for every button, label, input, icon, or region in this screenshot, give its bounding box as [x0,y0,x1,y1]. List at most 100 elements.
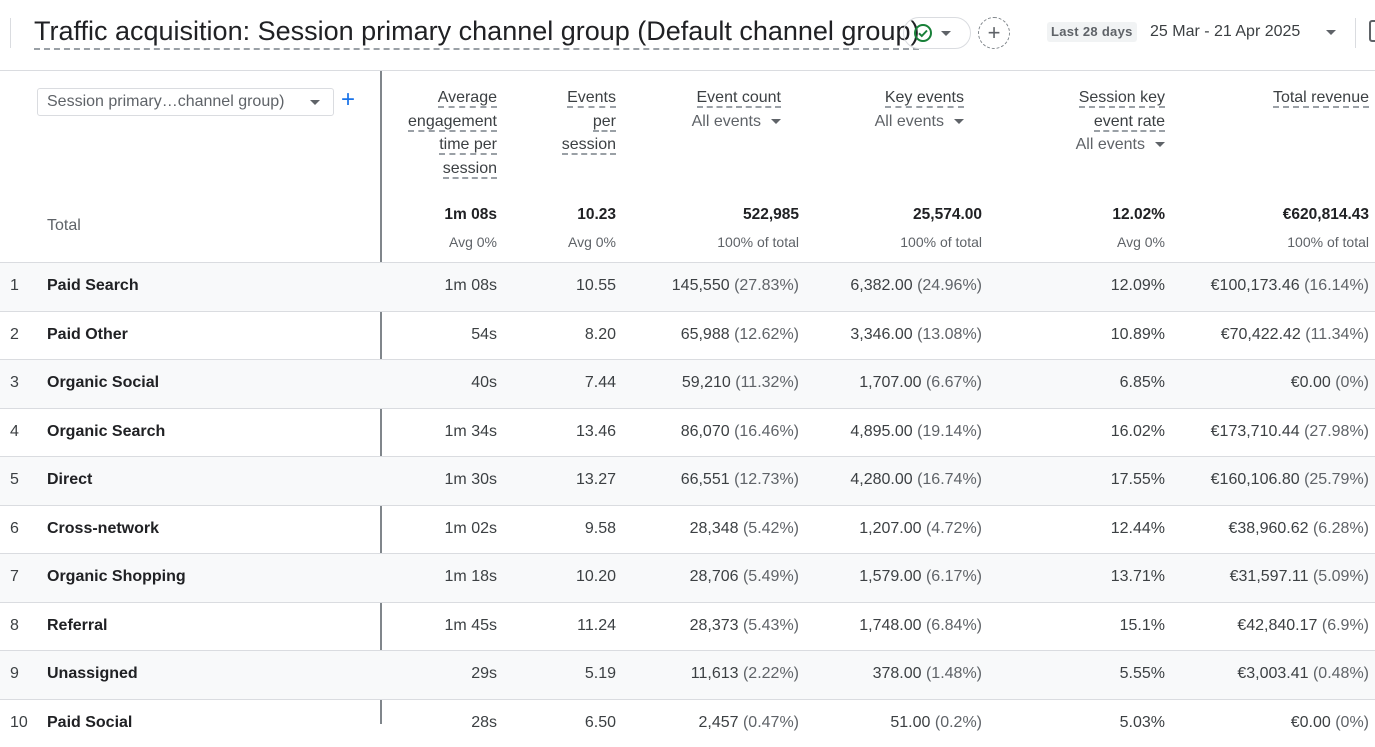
cell-avg-engagement: 1m 34s [445,423,497,441]
cell-total-revenue: €38,960.62 (6.28%) [1228,520,1369,538]
channel-name[interactable]: Referral [47,617,107,635]
channel-name[interactable]: Cross-network [47,520,159,538]
cell-avg-engagement: 40s [471,374,497,392]
chevron-down-icon[interactable] [1326,30,1336,35]
cell-avg-engagement: 28s [471,714,497,732]
row-index: 5 [10,471,19,489]
chevron-down-icon [954,119,964,124]
channel-name[interactable]: Direct [47,471,92,489]
table-row[interactable]: 10 Paid Social 28s 6.50 2,457 (0.47%) 51… [0,699,1375,747]
row-index: 7 [10,568,19,586]
cell-key-events: 1,579.00 (6.17%) [859,568,982,586]
report-status-button[interactable] [903,17,971,49]
cell-total-revenue: €173,710.44 (27.98%) [1211,423,1369,441]
channel-name[interactable]: Organic Search [47,423,165,441]
cell-events-per-session: 10.20 [576,568,616,586]
channel-name[interactable]: Organic Shopping [47,568,186,586]
plus-icon: + [988,22,1001,44]
add-dimension-button[interactable]: + [341,87,355,113]
cell-events-per-session: 11.24 [577,617,616,635]
cell-avg-engagement: 1m 18s [445,568,497,586]
dimension-select-label: Session primary…channel group) [47,93,284,110]
table-row[interactable]: 2 Paid Other 54s 8.20 65,988 (12.62%) 3,… [0,311,1375,360]
cell-event-count: 86,070 (16.46%) [681,423,799,441]
cell-key-events: 3,346.00 (13.08%) [850,326,982,344]
total-subtext: 100% of total [717,234,799,250]
table-row[interactable]: 8 Referral 1m 45s 11.24 28,373 (5.43%) 1… [0,602,1375,651]
table-body: 1 Paid Search 1m 08s 10.55 145,550 (27.8… [0,262,1375,747]
channel-name[interactable]: Paid Search [47,277,139,295]
channel-name[interactable]: Paid Other [47,326,128,344]
column-header-avg-engagement-time[interactable]: Average engagement time per session [408,86,497,180]
table-row[interactable]: 7 Organic Shopping 1m 18s 10.20 28,706 (… [0,553,1375,602]
table-row[interactable]: 6 Cross-network 1m 02s 9.58 28,348 (5.42… [0,505,1375,554]
report-title[interactable]: Traffic acquisition: Session primary cha… [34,15,919,50]
row-index: 10 [10,714,28,732]
table-row[interactable]: 5 Direct 1m 30s 13.27 66,551 (12.73%) 4,… [0,456,1375,505]
cell-event-count: 11,613 (2.22%) [691,665,799,683]
table-row[interactable]: 4 Organic Search 1m 34s 13.46 86,070 (16… [0,408,1375,457]
cell-key-event-rate: 12.09% [1111,277,1165,295]
chevron-down-icon [310,100,320,105]
cell-events-per-session: 13.27 [576,471,616,489]
add-comparison-button[interactable]: + [978,17,1010,49]
column-header-session-key-event-rate[interactable]: Session key event rate All events [1076,86,1165,157]
table-row[interactable]: 3 Organic Social 40s 7.44 59,210 (11.32%… [0,359,1375,408]
cell-key-event-rate: 5.55% [1120,665,1165,683]
cell-key-event-rate: 16.02% [1111,423,1165,441]
cell-events-per-session: 6.50 [585,714,616,732]
cell-total-revenue: €42,840.17 (6.9%) [1237,617,1369,635]
cell-key-events: 1,748.00 (6.84%) [859,617,982,635]
column-header-events-per-session[interactable]: Events per session [562,86,616,157]
report-header: Traffic acquisition: Session primary cha… [0,0,1375,71]
cell-total-revenue: €0.00 (0%) [1291,374,1369,392]
cell-avg-engagement: 1m 02s [445,520,497,538]
cell-total-revenue: €0.00 (0%) [1291,714,1369,732]
channel-name[interactable]: Organic Social [47,374,159,392]
cell-key-events: 1,707.00 (6.67%) [859,374,982,392]
total-subtext: Avg 0% [1117,234,1165,250]
row-index: 1 [10,277,19,295]
total-subtext: 100% of total [900,234,982,250]
cell-total-revenue: €100,173.46 (16.14%) [1211,277,1369,295]
chevron-down-icon [1155,142,1165,147]
channel-name[interactable]: Paid Social [47,714,132,732]
cell-key-events: 51.00 (0.2%) [890,714,982,732]
date-preset-chip[interactable]: Last 28 days [1047,22,1137,42]
table-row[interactable]: 9 Unassigned 29s 5.19 11,613 (2.22%) 378… [0,650,1375,699]
column-header-total-revenue[interactable]: Total revenue [1273,86,1369,110]
cell-event-count: 65,988 (12.62%) [681,326,799,344]
event-filter-select[interactable]: All events [1076,133,1165,157]
dimension-select[interactable]: Session primary…channel group) [37,88,334,116]
cell-total-revenue: €70,422.42 (11.34%) [1221,326,1369,344]
cell-key-events: 4,895.00 (19.14%) [850,423,982,441]
channel-name[interactable]: Unassigned [47,665,138,683]
total-value: 10.23 [577,206,616,224]
chevron-down-icon [941,31,951,36]
row-index: 8 [10,617,19,635]
cell-key-event-rate: 6.85% [1120,374,1165,392]
cell-key-events: 6,382.00 (24.96%) [850,277,982,295]
cell-event-count: 59,210 (11.32%) [682,374,799,392]
date-range-picker[interactable]: 25 Mar - 21 Apr 2025 [1150,22,1300,42]
column-header-event-count[interactable]: Event count All events [692,86,781,133]
cell-avg-engagement: 1m 45s [445,617,497,635]
cell-events-per-session: 8.20 [585,326,616,344]
cell-key-event-rate: 17.55% [1111,471,1165,489]
cell-events-per-session: 5.19 [585,665,616,683]
toolbar-icon[interactable] [1369,20,1375,42]
cell-avg-engagement: 1m 08s [445,277,497,295]
total-value: €620,814.43 [1283,206,1369,224]
cell-total-revenue: €160,106.80 (25.79%) [1211,471,1369,489]
cell-events-per-session: 13.46 [576,423,616,441]
totals-label: Total [47,217,81,235]
table-row[interactable]: 1 Paid Search 1m 08s 10.55 145,550 (27.8… [0,262,1375,311]
column-header-key-events[interactable]: Key events All events [875,86,964,133]
event-filter-select[interactable]: All events [692,110,781,134]
cell-event-count: 28,373 (5.43%) [690,617,799,635]
total-value: 12.02% [1112,206,1165,224]
total-subtext: 100% of total [1287,234,1369,250]
cell-event-count: 66,551 (12.73%) [681,471,799,489]
cell-event-count: 28,348 (5.42%) [690,520,799,538]
event-filter-select[interactable]: All events [875,110,964,134]
